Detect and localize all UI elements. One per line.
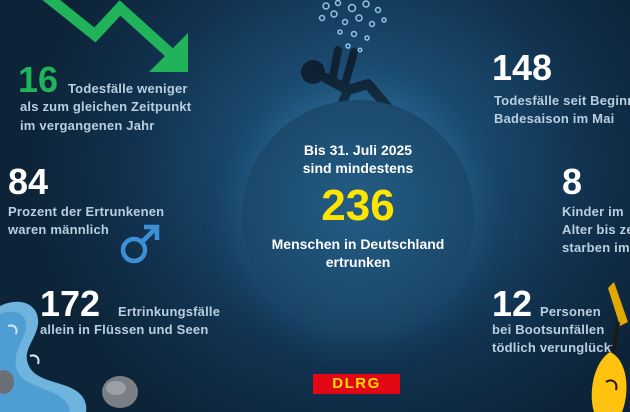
- stat-label: Todesfälle seit Beginn: [494, 93, 630, 108]
- stat-number: 8: [562, 161, 583, 202]
- river-icon: [0, 301, 138, 412]
- stat-label: Prozent der Ertrunkenen: [8, 204, 165, 219]
- male-symbol-icon: [120, 224, 160, 264]
- stat-label: starben im: [562, 240, 630, 255]
- stat-label: als zum gleichen Zeitpunkt: [20, 99, 192, 114]
- stat-label: tödlich verunglückt: [492, 340, 616, 355]
- center-line-4: ertrunken: [325, 254, 391, 270]
- center-line-1: Bis 31. Juli 2025: [303, 142, 413, 158]
- center-line-3: Menschen in Deutschland: [271, 236, 445, 252]
- stat-number: 148: [492, 47, 553, 88]
- stat-number: 172: [40, 283, 101, 324]
- dlrg-logo: DLRG: [313, 374, 400, 394]
- bubbles-icon: [318, 0, 387, 53]
- drowning-person-icon: [301, 46, 395, 115]
- paddle-icon: [591, 282, 628, 412]
- down-trend-arrow-icon: [42, 0, 188, 72]
- center-circle: [242, 100, 474, 332]
- stat-label: Badesaison im Mai: [494, 111, 615, 126]
- center-line-2: sind mindestens: [302, 160, 414, 176]
- stat-label: im vergangenen Jahr: [20, 118, 155, 133]
- stat-label: Ertrinkungsfälle: [118, 304, 221, 319]
- stat-label: Alter bis ze: [562, 222, 630, 237]
- stat-label: bei Bootsunfällen: [492, 322, 605, 337]
- stat-label: Todesfälle weniger: [68, 81, 188, 96]
- stat-number: 12: [492, 283, 533, 324]
- stat-number: 84: [8, 161, 49, 202]
- stat-label: allein in Flüssen und Seen: [40, 322, 209, 337]
- stat-number: 16: [18, 59, 59, 100]
- stat-label: Personen: [540, 304, 601, 319]
- dlrg-logo-text: DLRG: [332, 375, 381, 392]
- stat-label: Kinder im: [562, 204, 624, 219]
- stat-label: waren männlich: [8, 222, 110, 237]
- center-number: 236: [321, 181, 395, 230]
